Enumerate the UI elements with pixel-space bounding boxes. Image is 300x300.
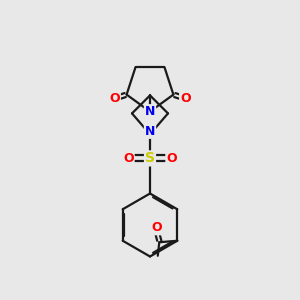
Text: N: N	[145, 105, 155, 118]
Text: O: O	[166, 152, 177, 165]
Text: O: O	[123, 152, 134, 165]
Text: N: N	[145, 125, 155, 138]
Text: S: S	[145, 152, 155, 165]
Text: O: O	[109, 92, 120, 105]
Text: O: O	[180, 92, 191, 105]
Text: O: O	[152, 221, 162, 234]
